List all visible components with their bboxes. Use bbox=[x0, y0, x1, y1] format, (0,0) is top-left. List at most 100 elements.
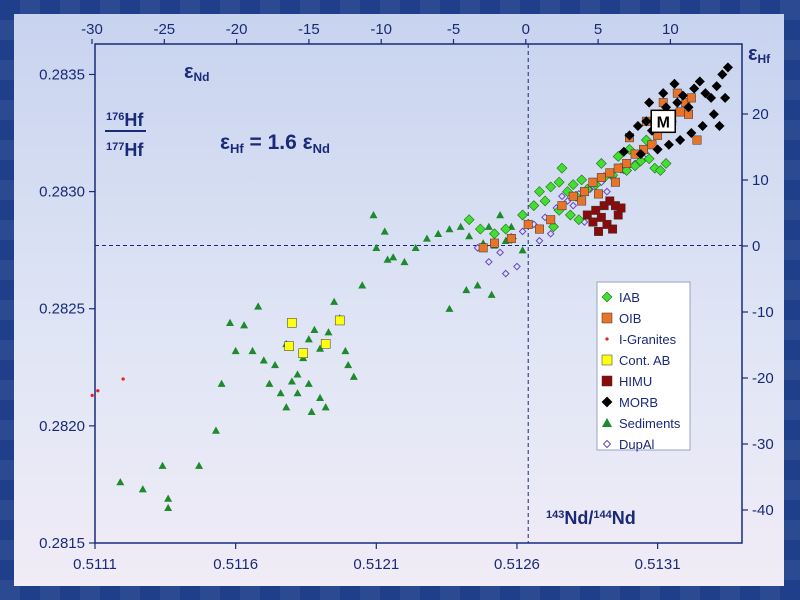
point-sediments bbox=[465, 232, 474, 240]
y-label-left-den: Hf bbox=[124, 140, 144, 160]
point-dupal bbox=[496, 248, 504, 257]
point-oib bbox=[610, 177, 620, 187]
x-tick-label: 0.5121 bbox=[353, 556, 399, 573]
legend-item-i-granites: I-Granites bbox=[605, 332, 677, 347]
x-tick-label: 0.5111 bbox=[73, 556, 117, 573]
y-tick-label: 0.2825 bbox=[39, 301, 85, 318]
point-morb bbox=[722, 62, 733, 73]
y-right-tick-label: 0 bbox=[752, 238, 760, 255]
point-sediments bbox=[164, 494, 173, 502]
point-sediments bbox=[164, 503, 173, 512]
point-oib bbox=[647, 140, 657, 150]
plot-area bbox=[94, 43, 743, 544]
point-oib bbox=[622, 159, 632, 168]
y-tick-label: 0.2820 bbox=[39, 418, 85, 435]
point-oib bbox=[577, 196, 587, 206]
point-himu bbox=[594, 226, 603, 236]
y-right-tick-label: -30 bbox=[752, 436, 774, 453]
point-sediments bbox=[383, 255, 392, 263]
point-iab bbox=[500, 223, 512, 235]
point-sediments bbox=[473, 281, 482, 289]
point-himu bbox=[582, 210, 592, 220]
point-sediments bbox=[411, 243, 420, 252]
y-tick-label: 0.2815 bbox=[39, 535, 85, 552]
point-sediments bbox=[349, 372, 358, 380]
point-sediments bbox=[380, 227, 389, 235]
legend-label-i-granites: I-Granites bbox=[619, 332, 677, 347]
point-sediments bbox=[321, 403, 330, 411]
x-label-top-sub: Nd bbox=[194, 70, 210, 84]
point-sediments bbox=[456, 222, 465, 230]
point-cont-ab bbox=[334, 315, 345, 326]
point-morb bbox=[635, 149, 646, 160]
point-sediments bbox=[487, 290, 496, 298]
point-morb bbox=[697, 120, 708, 132]
legend-marker-oib bbox=[601, 312, 613, 324]
mantle-annotation: M bbox=[650, 109, 676, 134]
mantle-annotation-box bbox=[650, 109, 676, 134]
point-sediments bbox=[138, 485, 147, 493]
point-cont-ab bbox=[320, 339, 331, 349]
x-tick-label: 0.5131 bbox=[635, 556, 681, 573]
point-iab bbox=[576, 174, 588, 186]
y-label-right-sub: Hf bbox=[758, 52, 772, 66]
y-axis-left-ticks: 0.2835 0.2830 0.2825 0.2820 0.2815 bbox=[39, 66, 95, 552]
point-morb bbox=[689, 83, 700, 94]
point-morb bbox=[663, 139, 674, 150]
point-iab bbox=[534, 186, 545, 198]
point-sediments bbox=[276, 389, 285, 397]
point-sediments bbox=[282, 403, 291, 411]
point-i-granites bbox=[121, 377, 125, 381]
y-right-tick-label: -20 bbox=[752, 370, 774, 387]
point-oib bbox=[675, 107, 685, 117]
series-i-granites bbox=[90, 377, 125, 398]
y-axis-right-ticks: 20 10 0 -10 -20 -30 -40 bbox=[742, 106, 774, 519]
point-sediments bbox=[434, 229, 443, 237]
point-oib bbox=[557, 201, 567, 211]
x-top-tick-label: -20 bbox=[226, 21, 248, 38]
point-dupal bbox=[518, 227, 527, 236]
y-label-right: εHf bbox=[748, 43, 771, 66]
legend-label-iab: IAB bbox=[619, 290, 640, 305]
point-morb bbox=[641, 116, 652, 127]
point-sediments bbox=[259, 356, 268, 364]
point-sediments bbox=[271, 360, 280, 369]
y-tick-label: 0.2835 bbox=[39, 66, 85, 83]
legend-marker-sediments bbox=[602, 418, 612, 427]
point-oib bbox=[478, 243, 488, 253]
legend-label-dupal: DupAl bbox=[619, 437, 655, 452]
point-sediments bbox=[307, 407, 316, 416]
point-iab bbox=[553, 176, 565, 188]
point-himu bbox=[591, 205, 601, 215]
x-label-top: εNd bbox=[184, 61, 210, 84]
x-tick-label: 0.5126 bbox=[494, 556, 540, 573]
equation-sub-nd: Nd bbox=[313, 141, 330, 156]
point-sediments bbox=[211, 426, 220, 434]
legend-item-himu: HIMU bbox=[601, 374, 652, 389]
slide-frame: 0.5111 0.5116 0.5121 0.5126 0.5131 -30 -25 -20… bbox=[14, 14, 784, 586]
point-morb bbox=[714, 120, 725, 132]
point-i-granites bbox=[90, 393, 94, 398]
point-sediments bbox=[310, 325, 319, 334]
point-sediments bbox=[293, 389, 302, 397]
point-himu bbox=[616, 203, 626, 213]
y-label-right-symbol: ε bbox=[748, 43, 758, 65]
point-dupal bbox=[501, 269, 510, 278]
point-sediments bbox=[445, 304, 454, 312]
point-sediments bbox=[484, 222, 493, 230]
y-right-tick-label: 10 bbox=[752, 172, 769, 189]
mantle-annotation-label: M bbox=[657, 114, 670, 131]
point-sediments bbox=[287, 377, 296, 385]
legend-label-oib: OIB bbox=[619, 311, 641, 326]
point-sediments bbox=[316, 344, 325, 352]
point-sediments bbox=[226, 318, 235, 326]
point-sediments bbox=[330, 297, 339, 305]
x-top-tick-label: 5 bbox=[594, 21, 602, 38]
x-label-bottom-t1: Nd/ bbox=[564, 508, 593, 528]
point-oib bbox=[588, 177, 598, 187]
x-top-tick-label: -30 bbox=[81, 21, 103, 38]
point-himu bbox=[605, 196, 615, 206]
point-morb bbox=[618, 146, 629, 157]
point-sediments bbox=[496, 211, 505, 219]
equation-eps: ε bbox=[220, 131, 230, 154]
